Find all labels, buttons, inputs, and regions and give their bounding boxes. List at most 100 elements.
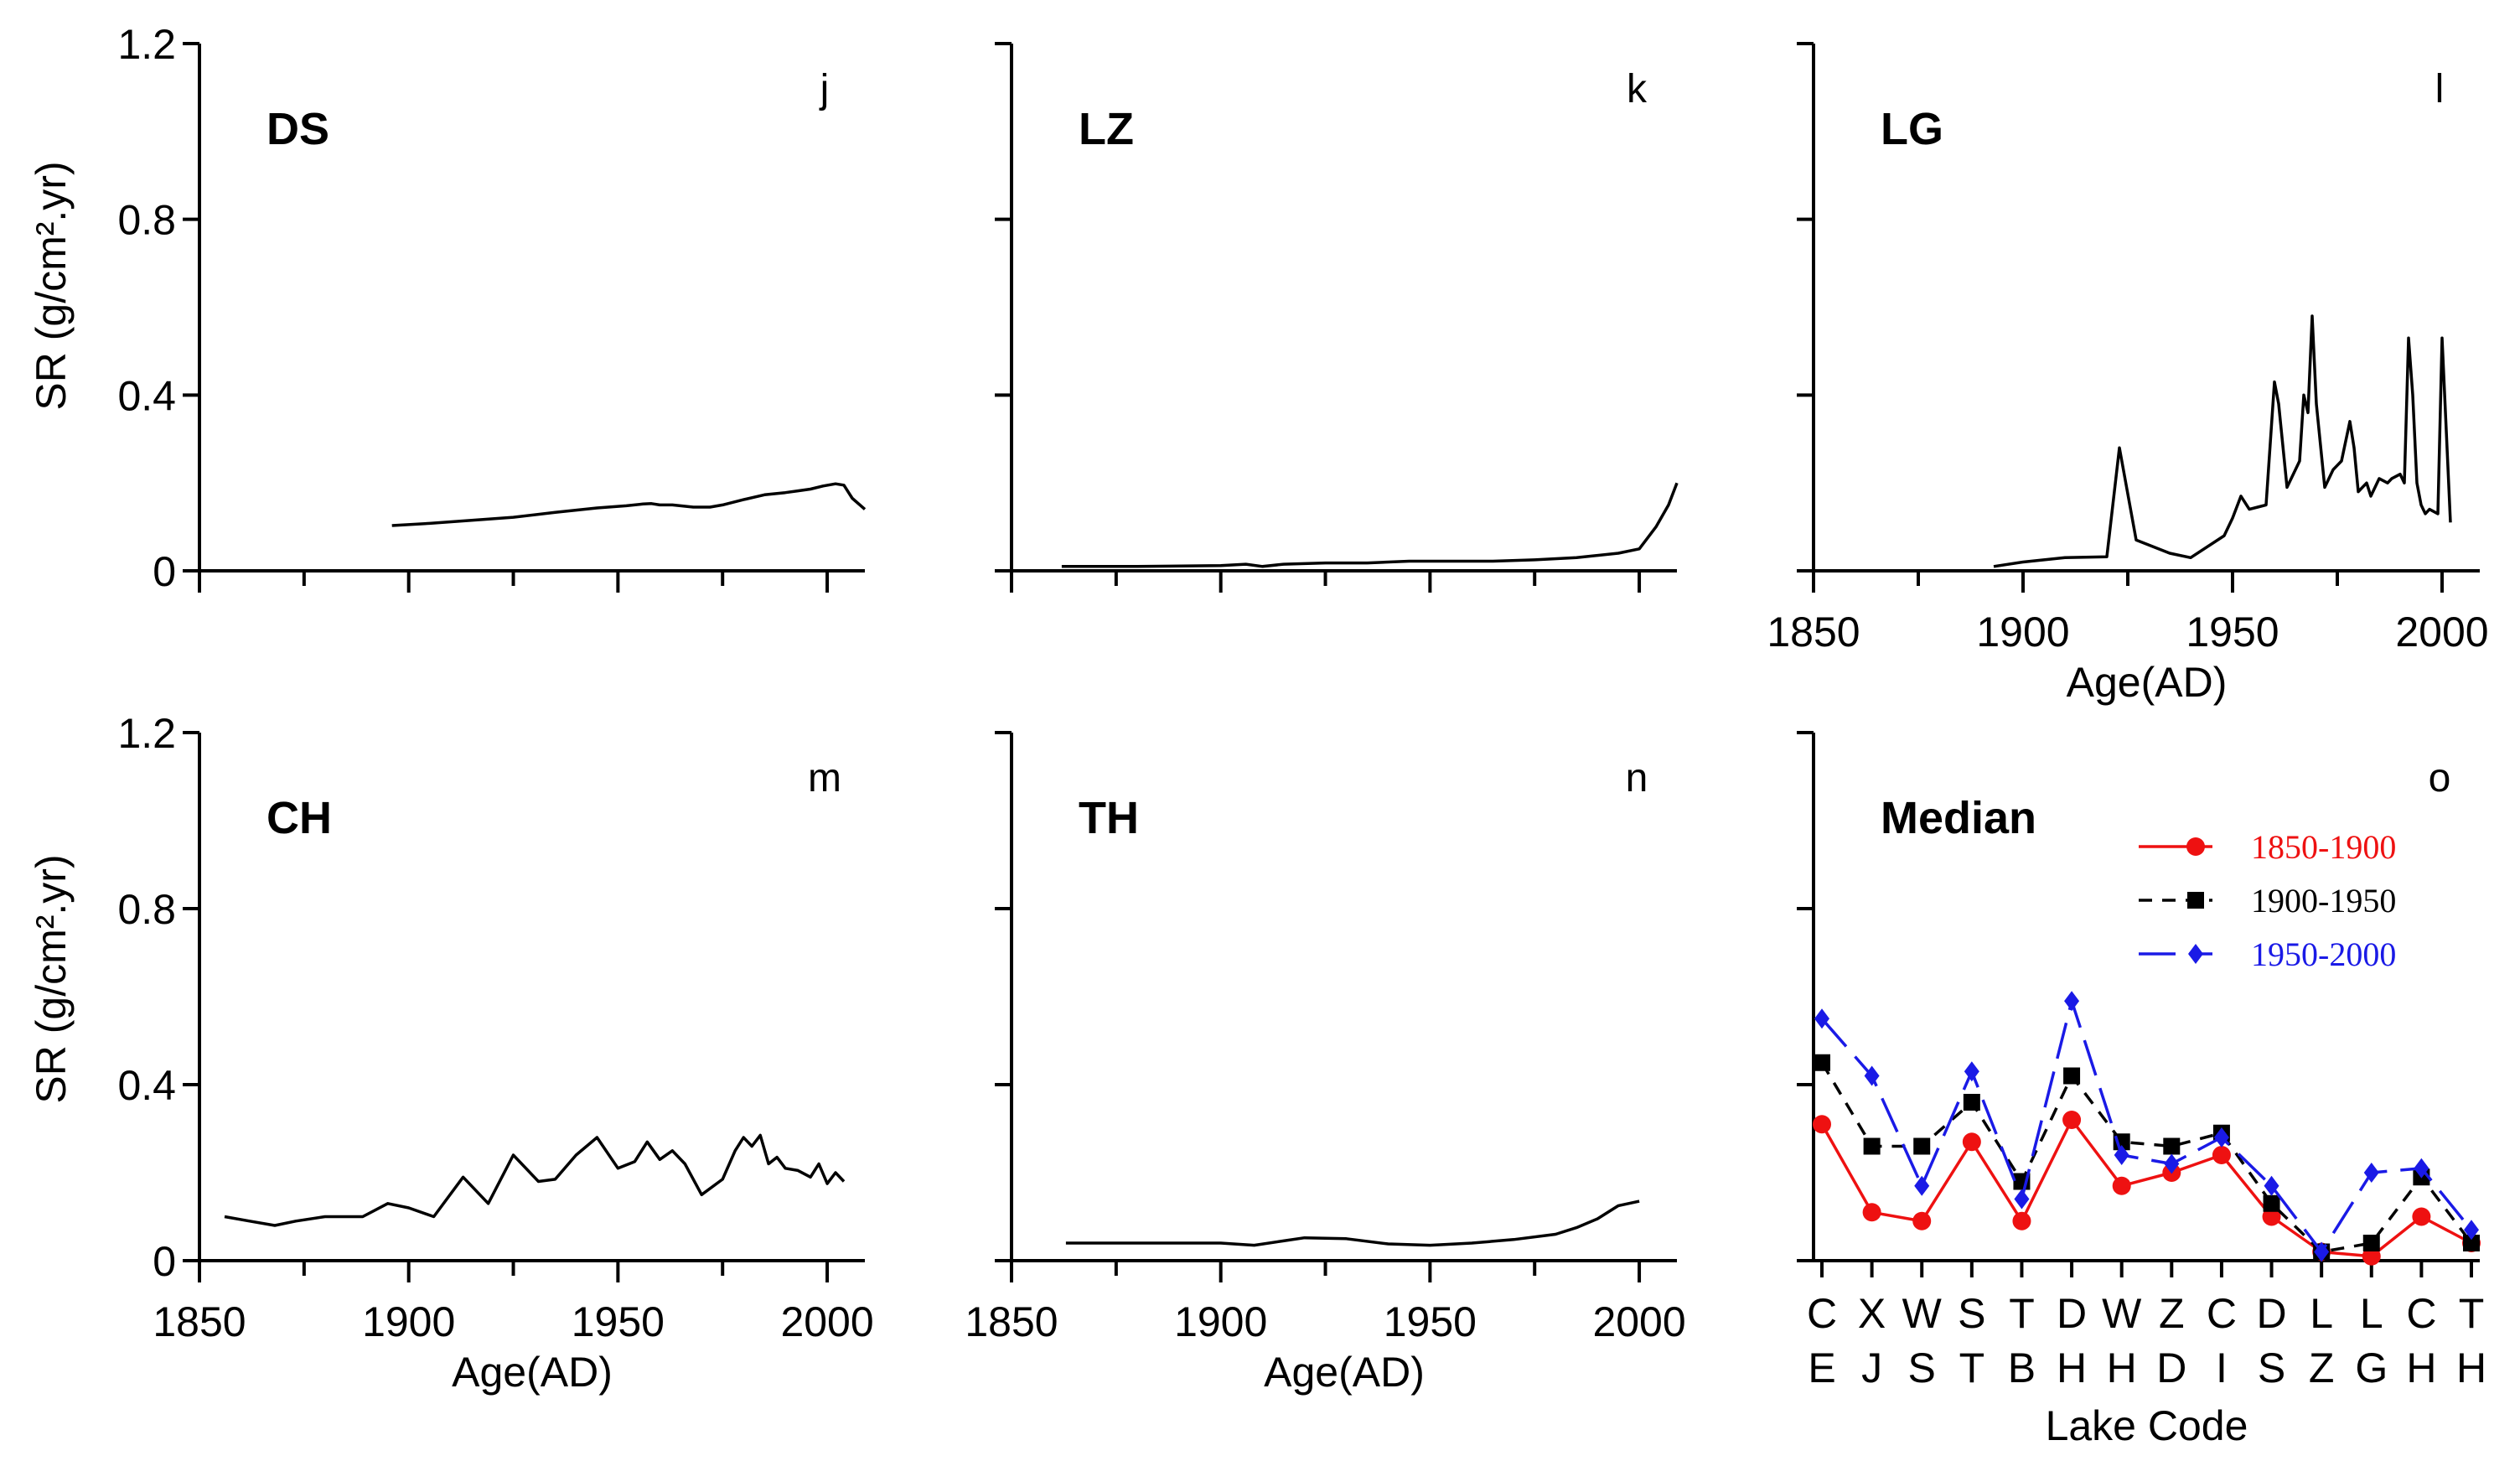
data-point: [2063, 1067, 2081, 1085]
x-tick-label: 1950: [572, 1298, 665, 1345]
lake-code-letter-1: L: [2310, 1290, 2333, 1337]
data-point: [2463, 1235, 2480, 1251]
y-axis-title-bottom: SR (g/cm².yr): [28, 854, 75, 1103]
legend-label: 1900-1950: [2251, 882, 2396, 920]
data-point: [2012, 1211, 2031, 1230]
data-point: [1863, 1137, 1881, 1155]
data-point: [1913, 1137, 1931, 1155]
data-point: [1864, 1065, 1880, 1086]
lake-code-letter-1: C: [2207, 1290, 2237, 1337]
data-point: [1962, 1132, 1981, 1152]
y-tick-label: 0: [153, 1238, 176, 1285]
lake-code-letter-2: E: [1808, 1344, 1835, 1391]
y-tick-label: 0: [153, 548, 176, 595]
lake-code-letter-1: Z: [2159, 1290, 2185, 1337]
lake-code-letter-2: D: [2156, 1344, 2186, 1391]
lake-code-letter-2: B: [2008, 1344, 2036, 1391]
x-axis-title: Age(AD): [2067, 659, 2228, 706]
series-1950-2000: [1814, 991, 2479, 1262]
lake-code-letter-1: W: [2102, 1290, 2142, 1337]
x-axis-title: Age(AD): [1264, 1349, 1425, 1396]
series-line: [1993, 314, 2452, 568]
data-point: [2014, 1189, 2030, 1210]
series-line: [224, 1133, 846, 1227]
data-point: [2064, 991, 2080, 1012]
series-line: [391, 482, 867, 527]
data-point: [2112, 1176, 2131, 1195]
data-point: [1912, 1211, 1932, 1230]
x-tick-label: 1950: [2186, 609, 2279, 655]
legend-marker: [2186, 837, 2205, 856]
lake-name: DS: [266, 104, 329, 154]
panel-letter: n: [1626, 756, 1648, 800]
x-tick-label: 2000: [1592, 1298, 1685, 1345]
lake-name: LZ: [1079, 104, 1134, 154]
data-point: [2362, 1235, 2380, 1251]
legend-label: 1950-2000: [2251, 935, 2396, 973]
lake-name: CH: [266, 793, 332, 843]
lake-code-letter-2: H: [2107, 1344, 2137, 1391]
lake-name: TH: [1079, 793, 1139, 843]
panel-letter: j: [819, 67, 830, 111]
panel-letter: o: [2429, 756, 2451, 800]
data-point: [1814, 1054, 1830, 1071]
lake-code-letter-1: W: [1902, 1290, 1943, 1337]
y-tick-label: 1.2: [117, 710, 176, 757]
y-tick-label: 0.4: [117, 372, 176, 419]
series-line: [1820, 999, 2473, 1254]
data-point: [1914, 1175, 1930, 1196]
x-tick-label: 1900: [1174, 1298, 1267, 1345]
x-axis-title: Age(AD): [452, 1349, 613, 1396]
lake-code-letter-1: C: [1807, 1290, 1837, 1337]
data-point: [1963, 1094, 1980, 1111]
lake-code-letter-2: T: [1959, 1344, 1985, 1391]
data-point: [1862, 1203, 1881, 1222]
y-tick-label: 0.8: [117, 886, 176, 933]
y-tick-label: 1.2: [117, 21, 176, 68]
lake-name: LG: [1881, 104, 1943, 154]
lake-code-letter-1: L: [2360, 1290, 2383, 1337]
x-tick-label: 1900: [1976, 609, 2069, 655]
data-point: [2164, 1153, 2180, 1174]
legend-marker: [2187, 892, 2204, 909]
data-point: [2062, 1111, 2082, 1129]
lake-code-letter-1: X: [1858, 1290, 1886, 1337]
x-tick-label: 1850: [965, 1298, 1058, 1345]
x-tick-label: 1950: [1384, 1298, 1477, 1345]
lake-code-letter-1: D: [2057, 1290, 2087, 1337]
series-1850-1900: [1813, 1111, 2481, 1266]
data-point: [2213, 1127, 2229, 1148]
x-tick-label: 1850: [153, 1298, 246, 1345]
lake-code-letter-2: H: [2057, 1344, 2087, 1391]
series-LG: [1993, 314, 2452, 568]
data-point: [2314, 1241, 2330, 1262]
series-1900-1950: [1814, 1054, 2480, 1261]
x-tick-label: 1850: [1767, 609, 1860, 655]
lake-code-letter-1: S: [1958, 1290, 1985, 1337]
legend-entry: 1850-1900: [2139, 828, 2396, 866]
y-axis-title-top: SR (g/cm².yr): [28, 161, 75, 410]
lake-code-letter-1: T: [2009, 1290, 2035, 1337]
lake-code-letter-2: S: [2258, 1344, 2285, 1391]
panel-k: LZ k: [995, 42, 1679, 593]
x-tick-label: 2000: [780, 1298, 873, 1345]
data-point: [2163, 1137, 2181, 1155]
series-line: [1065, 1199, 1640, 1247]
data-point: [2464, 1220, 2479, 1241]
panel-n: 1850 1900 1950 2000 Age(AD) TH n: [965, 731, 1686, 1396]
y-tick-label: 0.4: [117, 1062, 176, 1109]
panel-m: 0 0.4 0.8 1.2 1850 1900 1950 2000 Age(AD) CH m: [117, 710, 873, 1396]
legend-label: 1850-1900: [2251, 828, 2396, 866]
data-point: [2263, 1194, 2280, 1212]
data-point: [2362, 1246, 2381, 1266]
